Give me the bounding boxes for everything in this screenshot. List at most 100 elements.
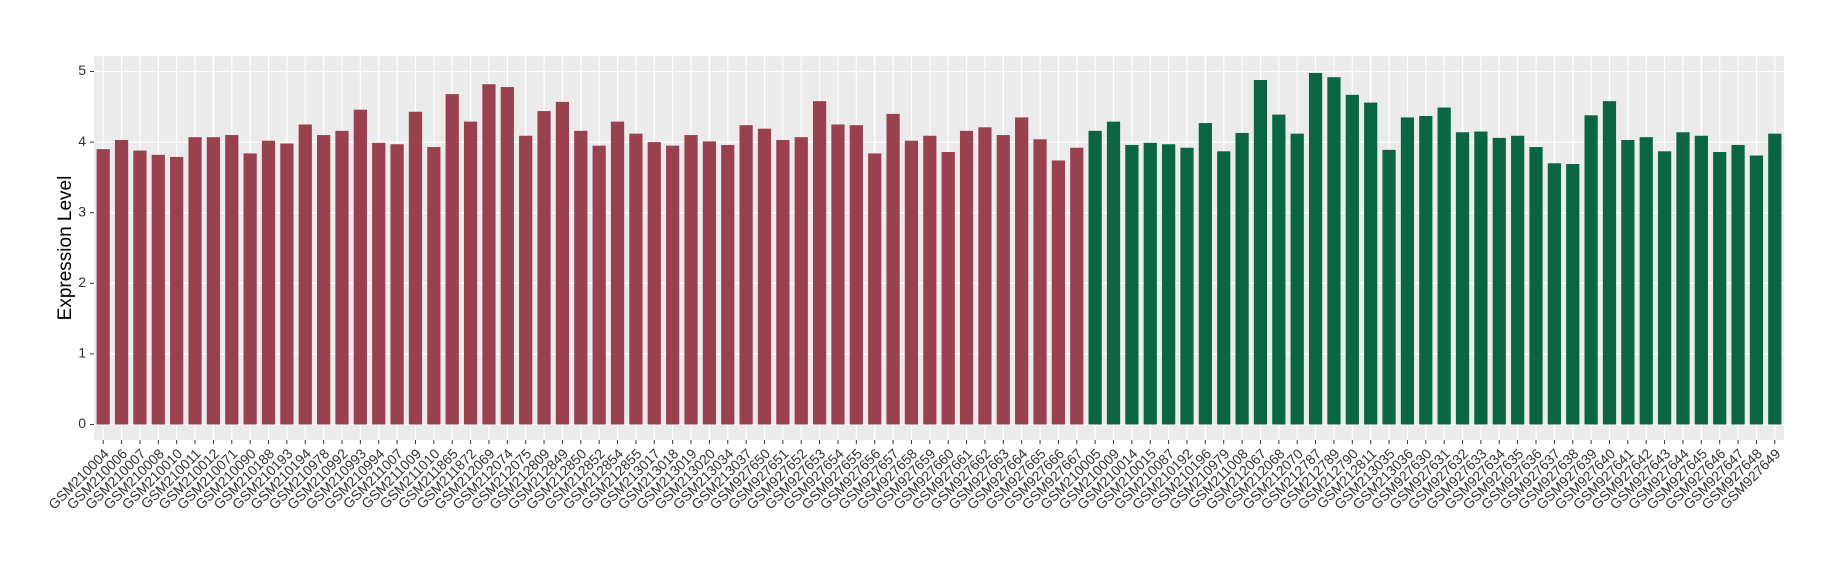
bar — [353, 109, 367, 425]
bar — [812, 101, 827, 425]
bar — [317, 135, 331, 425]
bar — [1731, 144, 1745, 425]
bar — [996, 135, 1010, 425]
bar — [298, 124, 312, 425]
y-tick-label: 4 — [78, 133, 86, 149]
bar — [1492, 137, 1506, 425]
bar — [1511, 135, 1525, 425]
bar — [574, 130, 588, 425]
bar — [445, 94, 459, 425]
bar — [1125, 144, 1139, 425]
y-tick-label: 2 — [78, 274, 86, 290]
bar — [794, 137, 808, 425]
bar — [592, 145, 606, 425]
bar — [243, 153, 257, 425]
bar — [500, 87, 514, 425]
bar — [463, 121, 478, 425]
bar — [757, 128, 772, 425]
bar — [114, 140, 129, 425]
bar — [1272, 114, 1286, 425]
y-tick-label: 1 — [78, 345, 86, 361]
bar — [904, 140, 919, 425]
bar — [408, 111, 423, 425]
bar — [1217, 151, 1231, 425]
bar — [1106, 121, 1121, 425]
y-tick-label: 3 — [78, 203, 86, 219]
bar — [1345, 94, 1359, 425]
bar — [923, 135, 937, 425]
bar — [776, 140, 790, 425]
bar — [1676, 132, 1690, 425]
bar — [1253, 80, 1268, 425]
y-tick-label: 0 — [78, 415, 86, 431]
bar — [1621, 140, 1635, 425]
bar — [1015, 117, 1029, 425]
bar — [1327, 77, 1341, 425]
bar — [1070, 147, 1084, 425]
bar — [1657, 151, 1672, 425]
bar — [1051, 160, 1066, 425]
bar — [1235, 132, 1249, 425]
y-tick-label: 5 — [78, 62, 86, 78]
bar — [519, 135, 533, 425]
bar — [335, 130, 349, 425]
bar — [1437, 107, 1451, 425]
bar — [1180, 147, 1194, 425]
bar — [1364, 102, 1378, 425]
bar — [188, 137, 202, 425]
bar — [1694, 135, 1708, 425]
bar — [225, 135, 239, 425]
bar — [702, 141, 716, 425]
bar — [1088, 130, 1102, 425]
bar — [849, 125, 863, 425]
bar — [96, 149, 110, 425]
y-axis-label: Expression Level — [55, 176, 76, 321]
bar — [721, 144, 735, 425]
bar — [1768, 133, 1782, 425]
bar — [1382, 149, 1396, 425]
bar — [1400, 117, 1415, 425]
bar — [133, 150, 147, 425]
bar — [427, 147, 441, 425]
bar — [206, 137, 221, 425]
bar — [629, 133, 643, 425]
bar — [1474, 131, 1488, 425]
bar — [390, 144, 404, 425]
bar — [684, 135, 698, 425]
bar — [739, 125, 753, 425]
bar — [959, 130, 974, 425]
bar — [537, 111, 551, 425]
bar — [1639, 137, 1653, 425]
bar — [610, 121, 625, 425]
bar — [666, 145, 680, 425]
bar — [868, 153, 882, 425]
bar — [1308, 72, 1323, 425]
bar — [280, 143, 294, 425]
bar — [1290, 133, 1304, 425]
bar — [1547, 163, 1561, 425]
bar — [1162, 144, 1176, 425]
bar — [831, 124, 845, 425]
bar — [1143, 142, 1157, 425]
bar — [978, 127, 992, 425]
bar — [1602, 101, 1617, 425]
bar — [1455, 132, 1470, 425]
bar — [886, 113, 900, 425]
bar — [1529, 147, 1543, 425]
bar — [555, 101, 570, 425]
bar — [1419, 116, 1433, 425]
bar — [372, 142, 386, 425]
bar — [1566, 164, 1580, 425]
bar — [1749, 155, 1764, 425]
bar — [261, 140, 276, 425]
bar — [482, 84, 496, 425]
bar — [1584, 115, 1598, 425]
bar — [1033, 139, 1047, 425]
bar — [941, 152, 955, 425]
bar — [647, 142, 661, 425]
bar — [151, 154, 165, 425]
bar — [1713, 152, 1727, 425]
bar — [170, 156, 184, 425]
bar — [1198, 123, 1212, 425]
